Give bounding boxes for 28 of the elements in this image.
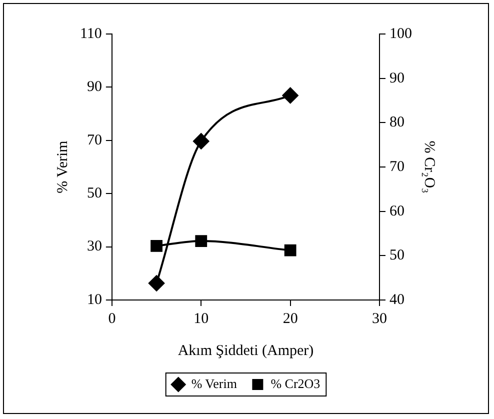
y-tick-label: 10	[86, 292, 102, 308]
point	[195, 235, 208, 247]
y2-axis-title: % Cr₂O₃	[421, 140, 438, 194]
point	[284, 244, 296, 256]
y2-tick-label: 80	[390, 114, 404, 131]
y2-tick-label: 90	[390, 70, 404, 86]
y2-tick-label: 70	[390, 158, 404, 175]
point	[193, 133, 210, 150]
y-tick-label: 30	[86, 238, 102, 255]
y-tick-label: 70	[86, 132, 102, 148]
point	[148, 275, 165, 292]
y-tick-label: 110	[80, 26, 102, 42]
legend-label: % Verim	[191, 376, 237, 391]
x-axis-title: Akım Şiddeti (Amper)	[178, 342, 314, 359]
y-tick-label: 90	[86, 79, 102, 96]
x-tick-label: 0	[108, 310, 116, 327]
y-tick-label: 50	[86, 186, 102, 202]
x-tick-label: 20	[282, 310, 298, 327]
y2-tick-label: 50	[390, 248, 404, 264]
point	[150, 240, 162, 252]
y2-tick-label: 60	[390, 203, 404, 220]
y2-tick-label: 40	[390, 292, 404, 308]
x-tick-label: 10	[194, 310, 209, 327]
y-axis-title: % Verim	[54, 140, 71, 194]
x-tick-label: 30	[372, 310, 387, 327]
y2-tick-label: 100	[390, 26, 412, 42]
point	[282, 87, 298, 104]
legend-label: % Cr2O3	[270, 376, 320, 391]
